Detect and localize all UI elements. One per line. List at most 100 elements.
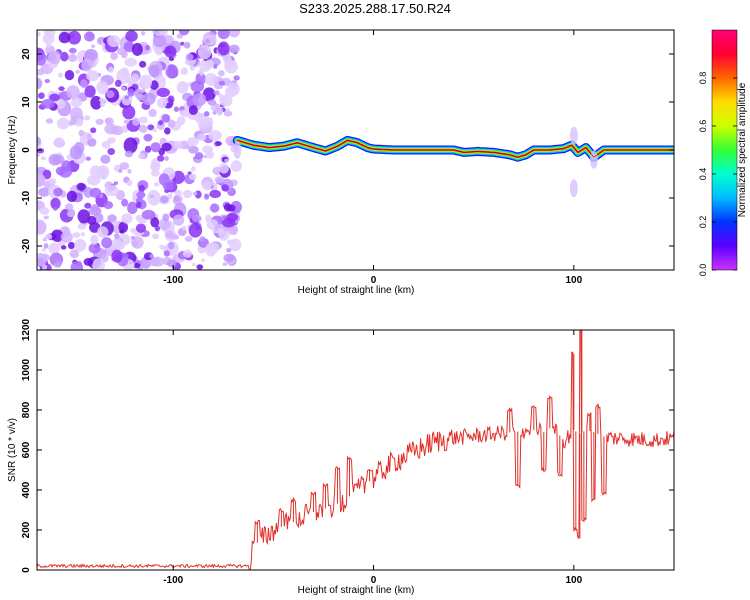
noise-speckle (159, 244, 166, 250)
noise-speckle (124, 150, 133, 158)
noise-speckle (224, 158, 229, 163)
colorbar-tick-label: 0.0 (698, 264, 708, 277)
noise-speckle (189, 173, 197, 181)
colorbar-tick-label: 0.2 (698, 216, 708, 229)
noise-speckle (70, 261, 84, 270)
noise-speckle (107, 35, 121, 48)
noise-speckle (139, 60, 147, 68)
spectrogram-x-label: Height of straight line (km) (298, 285, 415, 296)
noise-speckle (87, 137, 97, 147)
noise-speckle (182, 249, 193, 258)
noise-speckle (187, 136, 199, 146)
noise-speckle (164, 45, 177, 58)
noise-speckle (48, 242, 60, 255)
signal-ridge (232, 126, 674, 198)
noise-speckle (48, 178, 57, 185)
noise-speckle (159, 196, 169, 204)
noise-speckle (83, 257, 94, 266)
noise-speckle (58, 86, 65, 92)
snr-y-label: SNR (10 * v/v) (7, 418, 18, 482)
noise-speckle (224, 60, 238, 74)
noise-speckle (143, 133, 153, 142)
noise-speckle (127, 168, 132, 174)
noise-speckle (41, 248, 47, 252)
noise-speckle (218, 70, 225, 77)
noise-speckle (233, 75, 240, 81)
noise-speckle (136, 191, 146, 199)
noise-speckle (67, 241, 75, 250)
snr-y-tick-label: 200 (21, 521, 32, 538)
snr-line (37, 330, 674, 570)
noise-speckle (178, 30, 190, 36)
noise-speckle (226, 248, 232, 253)
noise-speckle (148, 64, 160, 78)
noise-speckle (189, 65, 195, 71)
noise-speckle (180, 41, 185, 46)
noise-speckle (167, 241, 175, 250)
noise-speckle (90, 127, 97, 134)
noise-speckle (107, 214, 117, 223)
noise-speckle (40, 156, 47, 161)
noise-speckle (44, 233, 53, 240)
noise-speckle (68, 120, 74, 126)
noise-speckle (151, 169, 160, 177)
noise-speckle (140, 31, 146, 36)
noise-speckle (77, 223, 87, 230)
noise-speckle (205, 242, 220, 254)
colorbar-tick-label: 0.4 (698, 168, 708, 181)
noise-speckle (210, 104, 216, 111)
noise-speckle (37, 77, 43, 90)
noise-speckle (144, 145, 152, 153)
noise-speckle (153, 182, 160, 187)
noise-speckle (130, 235, 136, 240)
noise-speckle (135, 201, 142, 209)
noise-speckle (76, 182, 86, 191)
noise-speckle (120, 50, 128, 59)
noise-speckle (55, 259, 62, 268)
noise-speckle (53, 187, 63, 197)
noise-speckle (162, 213, 170, 222)
noise-speckle (58, 166, 73, 178)
noise-speckle (204, 116, 214, 128)
noise-speckle (84, 31, 95, 42)
noise-speckle (191, 215, 202, 223)
noise-speckle (87, 174, 101, 186)
colorbar-tick-label: 0.8 (698, 72, 708, 85)
noise-speckle (150, 142, 161, 153)
noise-speckle (45, 118, 54, 124)
noise-speckle (127, 201, 138, 215)
noise-speckle (147, 189, 161, 206)
noise-speckle (133, 262, 141, 269)
noise-speckle (207, 99, 217, 106)
colorbar-label: Normalized spectral amplitude (737, 82, 748, 217)
noise-speckle (163, 250, 170, 257)
noise-speckle (191, 263, 196, 267)
noise-speckle (88, 206, 102, 216)
noise-speckle (97, 226, 109, 238)
noise-speckle (167, 68, 179, 79)
noise-speckle (164, 127, 171, 135)
noise-speckle (89, 187, 102, 198)
noise-speckle (52, 154, 65, 165)
noise-speckle (208, 129, 222, 141)
noise-speckle (114, 233, 120, 240)
snr-y-tick-label: 800 (21, 401, 32, 418)
noise-speckle (60, 245, 67, 250)
noise-speckle (218, 80, 226, 86)
noise-speckle (106, 90, 115, 99)
noise-speckle (192, 191, 198, 196)
noise-speckle (138, 116, 148, 124)
noise-speckle (123, 137, 138, 154)
noise-speckle (225, 108, 231, 113)
noise-speckle (179, 109, 185, 116)
noise-speckle (96, 165, 110, 180)
noise-speckle (37, 92, 45, 100)
noise-speckle (138, 184, 145, 193)
spectrogram-y-tick-label: 20 (21, 48, 32, 60)
noise-speckle (222, 262, 227, 267)
noise-speckle (119, 162, 130, 170)
noise-speckle (74, 238, 87, 252)
